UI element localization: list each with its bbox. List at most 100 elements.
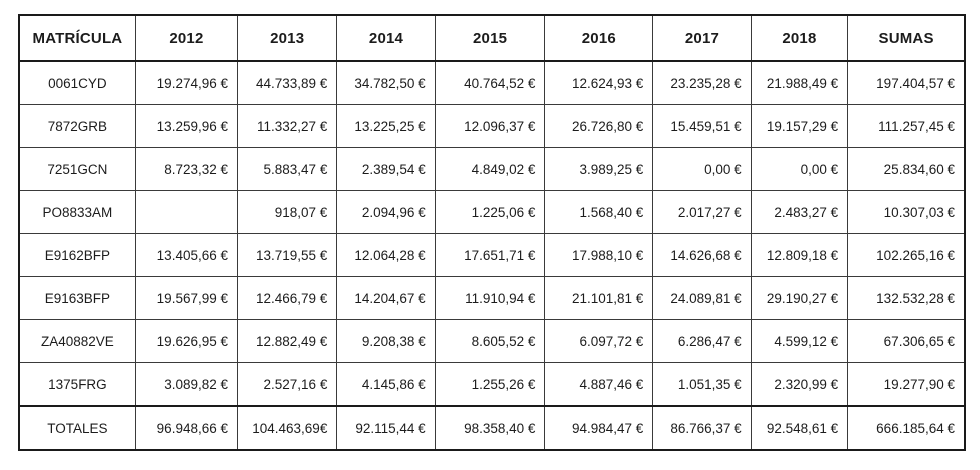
- value-cell-2017: 23.235,28 €: [652, 60, 752, 105]
- value-cell-2013: 11.332,27 €: [236, 104, 338, 148]
- row-label: PO8833AM: [18, 190, 136, 234]
- value-cell-2017: 2.017,27 €: [652, 190, 752, 234]
- table-row-za40882ve: ZA40882VE 19.626,95 €12.882,49 €9.208,38 …: [18, 319, 966, 363]
- value-cell-2014: 9.208,38 €: [336, 319, 436, 363]
- value-cell-2012: 19.274,96 €: [134, 60, 239, 105]
- value-cell-2015: 4.849,02 €: [434, 147, 546, 191]
- value-cell-2014: 14.204,67 €: [336, 276, 436, 320]
- table-header: MATRÍCULA 2012 2013 2014 2015 2016 2017 2018 SUM…: [18, 14, 966, 62]
- value-cell-2014: 13.225,25 €: [336, 104, 436, 148]
- value-cell-2018: 29.190,27 €: [750, 276, 849, 320]
- value-cell-2012: 8.723,32 €: [134, 147, 239, 191]
- value-cell-2017: 6.286,47 €: [652, 319, 752, 363]
- value-cell-2015: 12.096,37 €: [434, 104, 546, 148]
- table-row-po8833am: PO8833AM 918,07 €2.094,96 €1.225,06 €1.56…: [18, 190, 966, 234]
- value-cell-2015: 8.605,52 €: [434, 319, 546, 363]
- value-cell-2012: 3.089,82 €: [134, 362, 239, 407]
- column-header-2012: 2012: [134, 14, 239, 62]
- value-cell-2016: 17.988,10 €: [544, 233, 654, 277]
- value-cell-2017: 1.051,35 €: [652, 362, 752, 407]
- value-cell-2012: 19.626,95 €: [134, 319, 239, 363]
- value-cell-2016: 4.887,46 €: [544, 362, 654, 407]
- value-cell-sumas: 132.532,28 €: [847, 276, 966, 320]
- value-cell-sumas: 67.306,65 €: [847, 319, 966, 363]
- value-cell-2013: 12.466,79 €: [236, 276, 338, 320]
- value-cell-2018: 0,00 €: [750, 147, 849, 191]
- row-label: 7251GCN: [18, 147, 136, 191]
- row-label: 7872GRB: [18, 104, 136, 148]
- value-cell-2015: 1.255,26 €: [434, 362, 546, 407]
- value-cell-sumas: 111.257,45 €: [847, 104, 966, 148]
- table-row-7251gcn: 7251GCN 8.723,32 €5.883,47 €2.389,54 €4.8…: [18, 147, 966, 191]
- value-cell-2014: 4.145,86 €: [336, 362, 436, 407]
- value-cell-2017: 0,00 €: [652, 147, 752, 191]
- header-row: MATRÍCULA 2012 2013 2014 2015 2016 2017 2018 SUM…: [18, 14, 966, 62]
- value-cell-2013: 5.883,47 €: [236, 147, 338, 191]
- table-row-e9162bfp: E9162BFP 13.405,66 €13.719,55 €12.064,28 …: [18, 233, 966, 277]
- table-row-7872grb: 7872GRB 13.259,96 €11.332,27 €13.225,25 €…: [18, 104, 966, 148]
- value-cell-2013: 13.719,55 €: [236, 233, 338, 277]
- value-cell-2016: 6.097,72 €: [544, 319, 654, 363]
- value-cell-2016: 26.726,80 €: [544, 104, 654, 148]
- value-cell-2014: 2.389,54 €: [336, 147, 436, 191]
- totals-value-2015: 98.358,40 €: [434, 405, 546, 451]
- row-label: 1375FRG: [18, 362, 136, 407]
- column-header-2013: 2013: [236, 14, 338, 62]
- value-cell-2016: 1.568,40 €: [544, 190, 654, 234]
- totals-value-2018: 92.548,61 €: [750, 405, 849, 451]
- totals-value-2013: 104.463,69€: [236, 405, 338, 451]
- table-row-e9163bfp: E9163BFP 19.567,99 €12.466,79 €14.204,67 …: [18, 276, 966, 320]
- value-cell-2017: 14.626,68 €: [652, 233, 752, 277]
- totals-value-sumas: 666.185,64 €: [847, 405, 966, 451]
- column-header-2014: 2014: [336, 14, 436, 62]
- value-cell-2016: 21.101,81 €: [544, 276, 654, 320]
- value-cell-2018: 2.320,99 €: [750, 362, 849, 407]
- value-cell-2018: 4.599,12 €: [750, 319, 849, 363]
- value-cell-2012: 19.567,99 €: [134, 276, 239, 320]
- totals-value-2017: 86.766,37 €: [652, 405, 752, 451]
- value-cell-sumas: 19.277,90 €: [847, 362, 966, 407]
- value-cell-2017: 24.089,81 €: [652, 276, 752, 320]
- value-cell-2016: 12.624,93 €: [544, 60, 654, 105]
- value-cell-sumas: 102.265,16 €: [847, 233, 966, 277]
- totals-row: TOTALES 96.948,66 €104.463,69€ 92.115,44 €…: [18, 405, 966, 451]
- value-cell-2013: 2.527,16 €: [236, 362, 338, 407]
- value-cell-2012: 13.405,66 €: [134, 233, 239, 277]
- table-body: 0061CYD 19.274,96 €44.733,89 €34.782,50 €…: [18, 60, 966, 451]
- totals-value-2016: 94.984,47 €: [544, 405, 654, 451]
- totals-label: TOTALES: [18, 405, 136, 451]
- column-header-2018: 2018: [750, 14, 849, 62]
- value-cell-2015: 11.910,94 €: [434, 276, 546, 320]
- value-cell-sumas: 197.404,57 €: [847, 60, 966, 105]
- value-cell-sumas: 10.307,03 €: [847, 190, 966, 234]
- value-cell-2018: 21.988,49 €: [750, 60, 849, 105]
- column-header-2015: 2015: [434, 14, 546, 62]
- value-cell-2018: 2.483,27 €: [750, 190, 849, 234]
- value-cell-2015: 40.764,52 €: [434, 60, 546, 105]
- row-label: 0061CYD: [18, 60, 136, 105]
- value-cell-2014: 34.782,50 €: [336, 60, 436, 105]
- table-row-0061cyd: 0061CYD 19.274,96 €44.733,89 €34.782,50 €…: [18, 60, 966, 105]
- column-header-2016: 2016: [544, 14, 654, 62]
- value-cell-2012: 13.259,96 €: [134, 104, 239, 148]
- value-cell-2013: 12.882,49 €: [236, 319, 338, 363]
- table-row-1375frg: 1375FRG 3.089,82 €2.527,16 €4.145,86 €1.2…: [18, 362, 966, 407]
- value-cell-2016: 3.989,25 €: [544, 147, 654, 191]
- row-label: ZA40882VE: [18, 319, 136, 363]
- row-label: E9162BFP: [18, 233, 136, 277]
- column-header-sumas: SUMAS: [847, 14, 966, 62]
- value-cell-sumas: 25.834,60 €: [847, 147, 966, 191]
- value-cell-2013: 44.733,89 €: [236, 60, 338, 105]
- value-cell-2018: 12.809,18 €: [750, 233, 849, 277]
- value-cell-2017: 15.459,51 €: [652, 104, 752, 148]
- value-cell-2015: 17.651,71 €: [434, 233, 546, 277]
- value-cell-2014: 12.064,28 €: [336, 233, 436, 277]
- matricula-yearly-amounts-table: MATRÍCULA 2012 2013 2014 2015 2016 2017 2018 SUM…: [18, 14, 966, 451]
- column-header-2017: 2017: [652, 14, 752, 62]
- row-label: E9163BFP: [18, 276, 136, 320]
- totals-value-2014: 92.115,44 €: [336, 405, 436, 451]
- column-header-matricula: MATRÍCULA: [18, 14, 136, 62]
- value-cell-2012: [134, 190, 239, 234]
- value-cell-2014: 2.094,96 €: [336, 190, 436, 234]
